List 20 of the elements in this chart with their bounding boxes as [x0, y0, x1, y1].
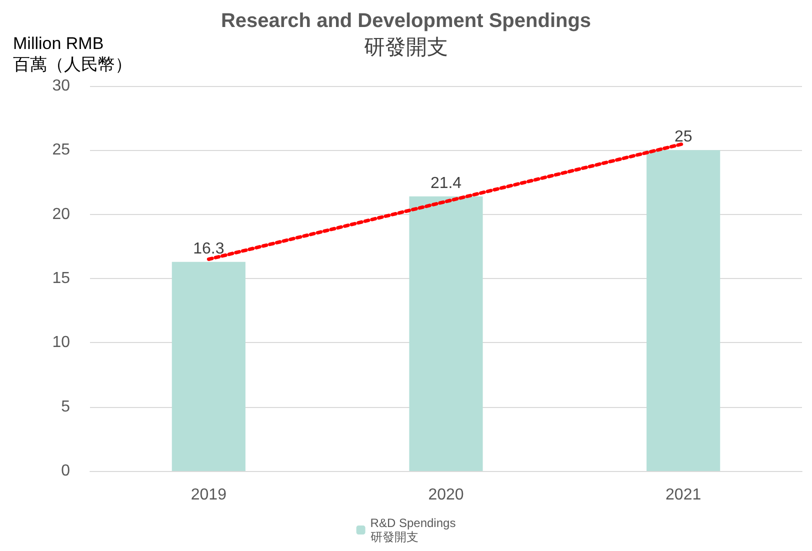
- y-tick-label: 0: [61, 462, 70, 480]
- data-label: 16.3: [193, 240, 224, 258]
- y-tick-label: 20: [52, 206, 70, 223]
- y-axis-title: Million RMB 百萬（人民幣）: [13, 34, 132, 74]
- y-tick-label: 5: [61, 398, 70, 416]
- y-tick-label: 25: [52, 142, 70, 159]
- data-label: 25: [674, 128, 692, 146]
- x-tick-label: 2021: [666, 486, 702, 504]
- data-label: 21.4: [430, 174, 462, 192]
- y-tick-label: 15: [52, 270, 70, 287]
- x-tick-label: 2019: [190, 486, 227, 504]
- bar: [409, 196, 483, 471]
- legend-label: R&D Spendings 研發開支: [370, 516, 456, 544]
- bar: [172, 262, 246, 471]
- chart-title: Research and Development Spendings: [220, 10, 592, 32]
- y-tick-label: 10: [52, 334, 70, 352]
- x-tick-label: 2020: [428, 486, 464, 504]
- chart-subtitle: 研發開支: [364, 36, 448, 59]
- bar: [646, 150, 720, 471]
- y-tick-label: 30: [52, 78, 70, 94]
